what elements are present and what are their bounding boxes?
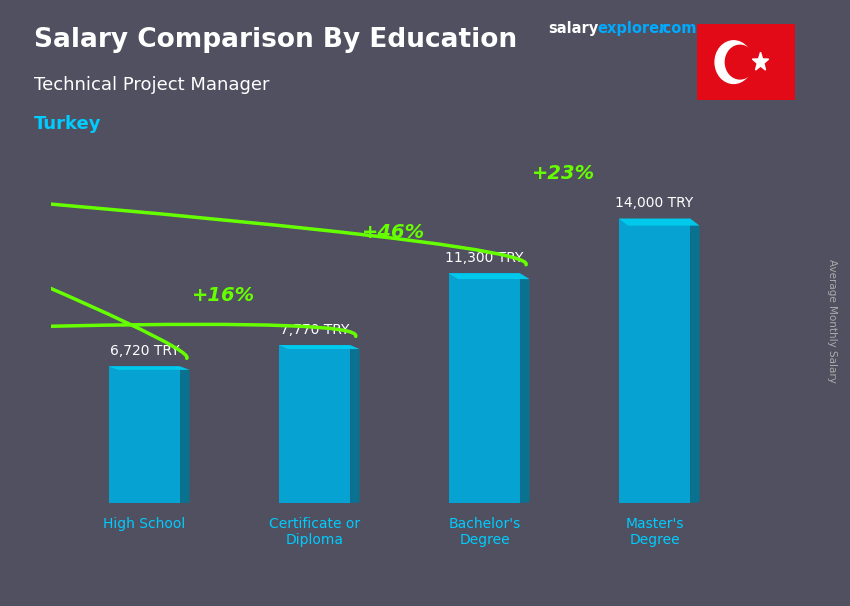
Text: 14,000 TRY: 14,000 TRY (615, 196, 694, 210)
Text: +16%: +16% (192, 286, 255, 305)
Polygon shape (350, 345, 360, 503)
Polygon shape (180, 367, 190, 503)
FancyArrowPatch shape (0, 0, 187, 358)
Polygon shape (279, 345, 360, 349)
Polygon shape (449, 273, 520, 503)
Text: Average Monthly Salary: Average Monthly Salary (827, 259, 837, 383)
Polygon shape (279, 345, 350, 503)
Text: +23%: +23% (532, 164, 595, 184)
Text: .com: .com (657, 21, 696, 36)
Circle shape (715, 41, 752, 84)
Circle shape (725, 45, 755, 79)
Text: Technical Project Manager: Technical Project Manager (34, 76, 269, 94)
Text: +46%: +46% (362, 223, 425, 242)
Text: 6,720 TRY: 6,720 TRY (110, 344, 179, 358)
Text: 7,770 TRY: 7,770 TRY (280, 323, 349, 337)
FancyArrowPatch shape (0, 324, 356, 606)
Text: 11,300 TRY: 11,300 TRY (445, 251, 524, 265)
Polygon shape (619, 219, 700, 225)
Polygon shape (690, 219, 700, 503)
Text: salary: salary (548, 21, 598, 36)
Polygon shape (752, 52, 768, 70)
Text: Turkey: Turkey (34, 115, 101, 133)
Text: Salary Comparison By Education: Salary Comparison By Education (34, 27, 517, 53)
Text: explorer: explorer (598, 21, 667, 36)
Polygon shape (109, 367, 190, 370)
Polygon shape (109, 367, 180, 503)
Polygon shape (449, 273, 530, 279)
Polygon shape (520, 273, 530, 503)
Polygon shape (619, 219, 690, 503)
FancyArrowPatch shape (0, 0, 526, 265)
